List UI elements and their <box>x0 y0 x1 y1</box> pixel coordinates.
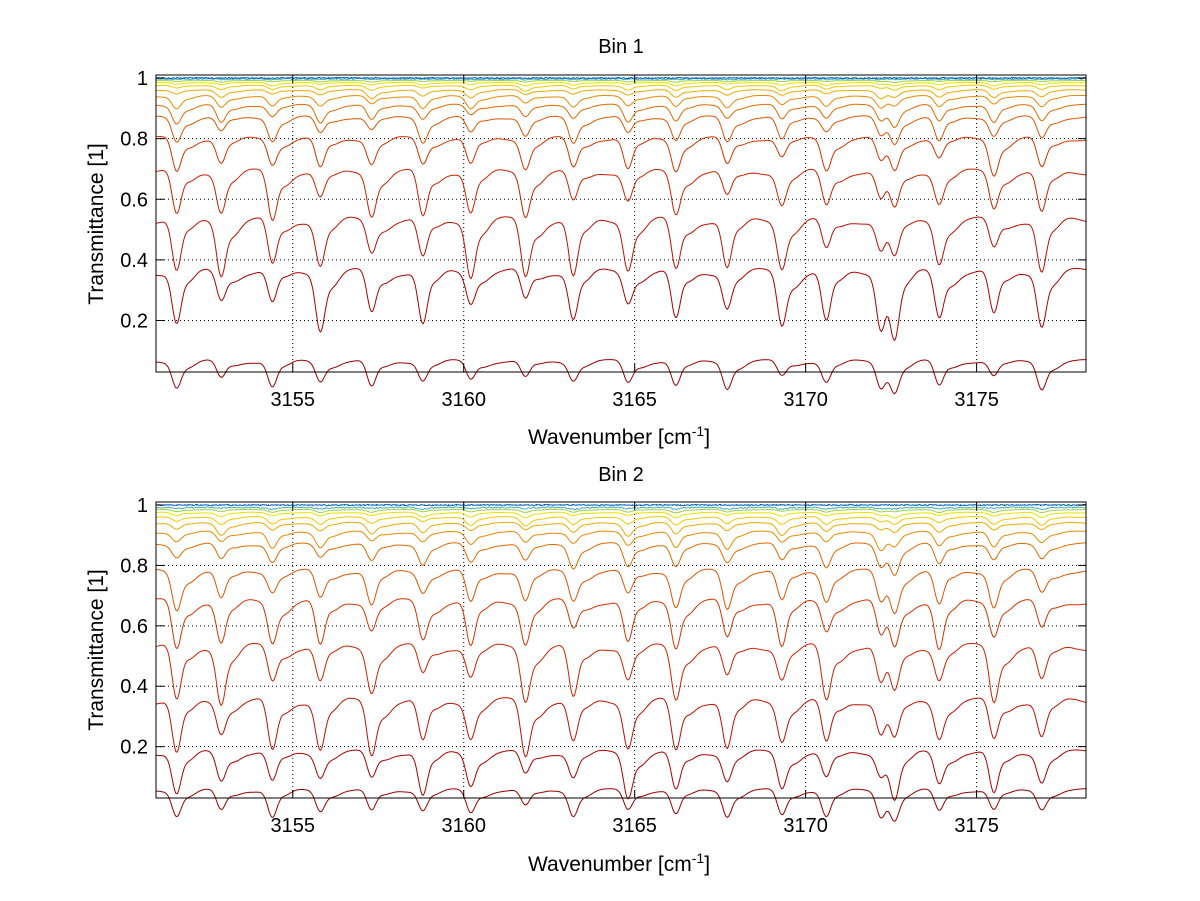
chart-title: Bin 2 <box>598 464 644 486</box>
series-line <box>155 103 1086 129</box>
x-axis-label-end: ] <box>704 853 710 876</box>
x-tick-label: 3165 <box>612 815 657 837</box>
series-line <box>155 568 1087 615</box>
series-line <box>155 268 1087 342</box>
x-axis-label: Wavenumber [cm-1] <box>528 850 710 876</box>
x-axis-label-end: ] <box>704 426 710 449</box>
series-line <box>156 89 1087 100</box>
series-line <box>156 521 1087 537</box>
chart-panel-bin-2: Bin 2 3155 3160 3165 3170 31750.20.40.60.81 … <box>85 464 1087 876</box>
series-line <box>155 788 1087 822</box>
plot-frame <box>155 501 1087 799</box>
series-line <box>155 503 1087 507</box>
y-tick-label: 0.6 <box>120 616 148 638</box>
x-tick-label: 3165 <box>612 389 657 411</box>
x-axis-label-main: Wavenumber [cm <box>528 853 692 876</box>
series-lines <box>155 76 1087 395</box>
series-line <box>155 542 1086 577</box>
series-line <box>155 359 1086 395</box>
x-tick-label: 3175 <box>954 389 999 411</box>
series-line <box>155 168 1087 222</box>
axis-ticks: 3155 3160 3165 3170 3175 0.2 0.4 0.6 0.8 1 <box>120 495 1086 837</box>
x-axis-label-main: Wavenumber [cm <box>528 426 692 449</box>
y-axis-label: Transmittance [1] <box>85 143 108 304</box>
x-tick-label: 3155 <box>271 815 316 837</box>
y-tick-label: 0.2 <box>120 737 148 759</box>
series-line <box>155 749 1087 802</box>
series-line <box>155 76 1087 80</box>
series-line <box>155 506 1087 511</box>
series-line <box>156 511 1086 519</box>
y-tick-label: 0.2 <box>120 310 148 332</box>
chart-title: Bin 1 <box>598 36 644 58</box>
series-line <box>155 530 1087 552</box>
x-tick-label: 3175 <box>954 815 999 837</box>
x-axis-label-superscript: -1 <box>692 423 705 439</box>
series-line <box>156 94 1087 110</box>
chart-panel-bin-1: Bin 1 3155 3160 3165 3170 31750.20.40.60.81 … <box>85 36 1087 449</box>
series-line <box>155 115 1087 146</box>
x-tick-label: 3170 <box>783 815 828 837</box>
y-axis-label: Transmittance [1] <box>85 569 108 730</box>
y-tick-label: 1 <box>137 68 148 90</box>
x-tick-label: 3160 <box>441 389 486 411</box>
x-tick-label: 3160 <box>441 815 486 837</box>
series-line <box>155 216 1087 280</box>
series-line <box>155 598 1087 650</box>
x-tick-label: 3170 <box>783 389 828 411</box>
series-lines <box>155 503 1087 822</box>
y-tick-label: 0.8 <box>120 129 148 151</box>
series-line <box>155 136 1087 177</box>
x-axis-label-superscript: -1 <box>692 850 705 866</box>
y-tick-label: 0.6 <box>120 189 148 211</box>
x-axis-label: Wavenumber [cm-1] <box>528 423 710 449</box>
y-tick-label: 0.4 <box>120 676 148 698</box>
x-tick-label: 3155 <box>271 389 316 411</box>
series-line <box>156 508 1086 514</box>
y-tick-label: 0.4 <box>120 250 148 272</box>
axis-ticks: 3155 3160 3165 3170 3175 0.2 0.4 0.6 0.8 1 <box>120 68 1086 411</box>
series-line <box>155 697 1087 758</box>
plot-frame <box>155 74 1087 373</box>
series-line <box>156 81 1086 87</box>
series-line <box>155 643 1087 707</box>
y-tick-label: 1 <box>137 495 148 517</box>
series-line <box>155 84 1086 92</box>
y-tick-label: 0.8 <box>120 555 148 577</box>
series-line <box>155 516 1086 527</box>
series-line <box>156 79 1086 83</box>
